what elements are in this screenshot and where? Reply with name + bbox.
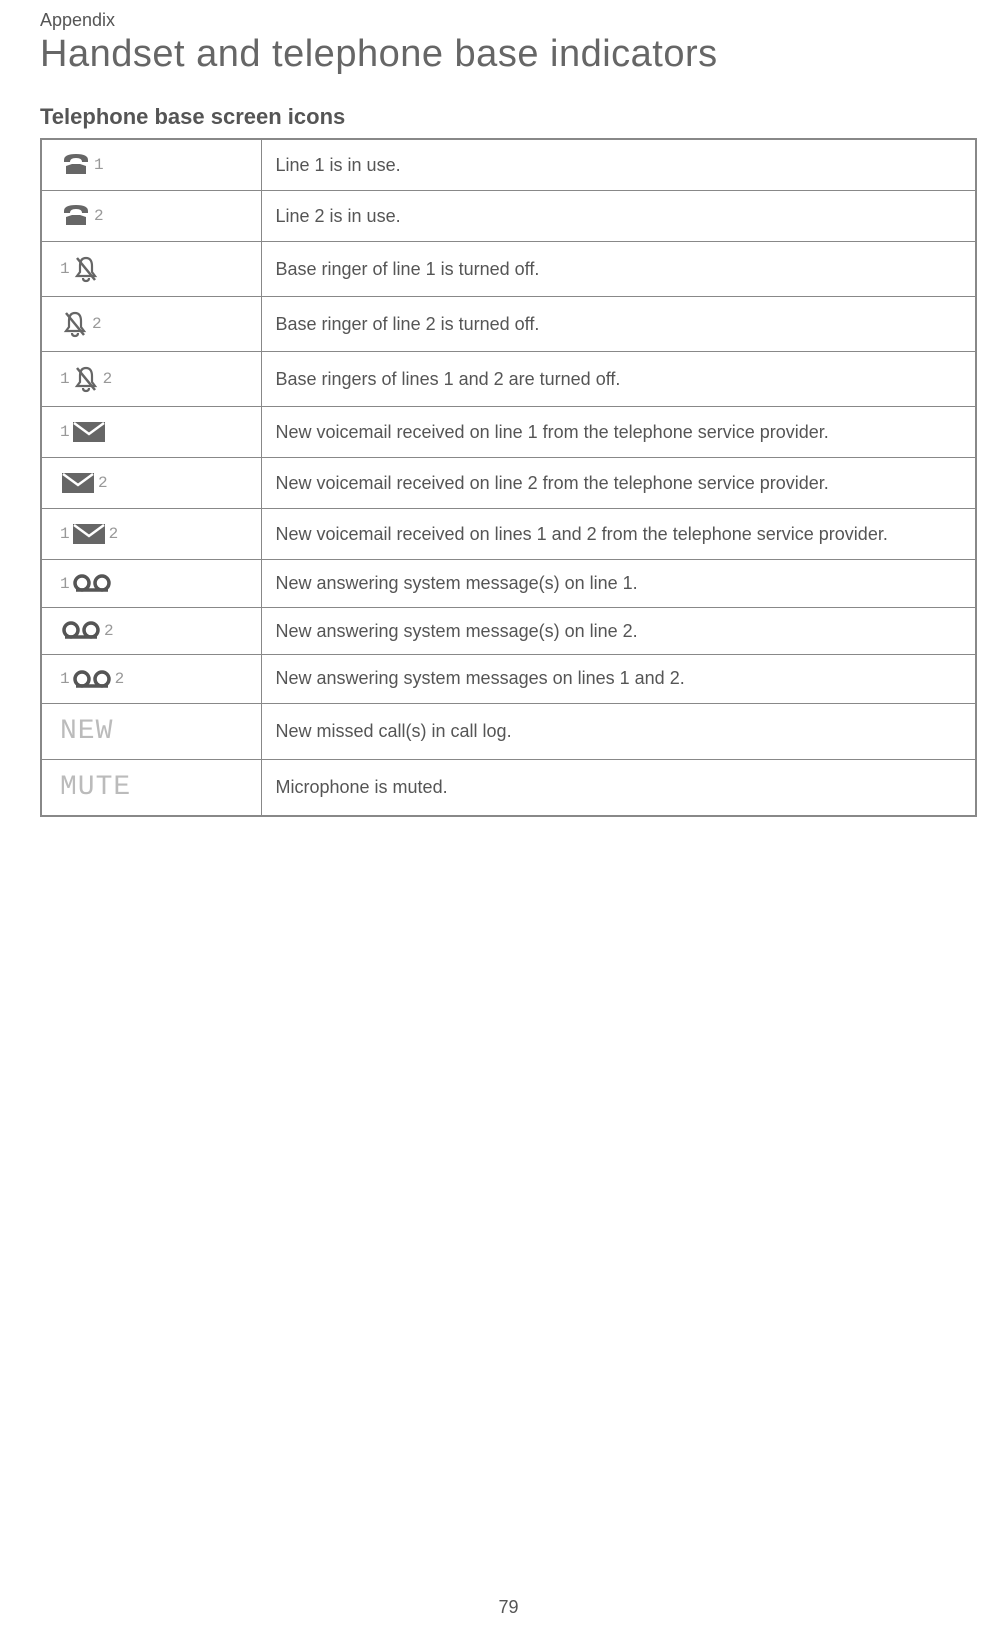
table-row: 1 Line 1 is in use.	[41, 139, 976, 191]
icon-cell: NEW	[41, 703, 261, 759]
page-number: 79	[40, 1597, 977, 1618]
icon-cell: 1 2	[41, 509, 261, 560]
icon-cell: 1 2	[41, 655, 261, 703]
icon-cell: 1	[41, 139, 261, 191]
description: New answering system message(s) on line …	[261, 560, 976, 608]
envelope-icon	[71, 521, 107, 547]
phone-icon	[60, 203, 92, 229]
subscript: 1	[60, 575, 69, 593]
subscript: 1	[60, 525, 69, 543]
description: New answering system message(s) on line …	[261, 608, 976, 655]
description: New answering system messages on lines 1…	[261, 655, 976, 703]
subscript: 1	[60, 423, 69, 441]
table-row: 2 Base ringer of line 2 is turned off.	[41, 297, 976, 352]
tape-icon	[71, 573, 113, 595]
icon-cell: 1	[41, 560, 261, 608]
icon-cell: 2	[41, 458, 261, 509]
lcd-text-mute: MUTE	[60, 772, 131, 803]
envelope-icon	[60, 470, 96, 496]
tape-icon	[60, 620, 102, 642]
description: New voicemail received on line 2 from th…	[261, 458, 976, 509]
icon-cell: 2	[41, 608, 261, 655]
description: New voicemail received on lines 1 and 2 …	[261, 509, 976, 560]
page-title: Handset and telephone base indicators	[40, 33, 977, 76]
tape-icon	[71, 668, 113, 690]
table-row: 1 2 Base ringers of lines 1 and 2 are tu…	[41, 352, 976, 407]
description: Line 2 is in use.	[261, 191, 976, 242]
envelope-icon	[71, 419, 107, 445]
table-row: 2 New answering system message(s) on lin…	[41, 608, 976, 655]
subscript: 2	[104, 622, 113, 640]
phone-icon	[60, 152, 92, 178]
subscript: 2	[103, 370, 112, 388]
table-row: 2 Line 2 is in use.	[41, 191, 976, 242]
table-row: 1 2 New voicemail received on lines 1 an…	[41, 509, 976, 560]
subsection-title: Telephone base screen icons	[40, 104, 977, 130]
subscript: 2	[94, 207, 103, 225]
icon-cell: MUTE	[41, 759, 261, 816]
description: Base ringer of line 2 is turned off.	[261, 297, 976, 352]
subscript: 2	[115, 670, 124, 688]
table-row: 1 New voicemail received on line 1 from …	[41, 407, 976, 458]
description: New missed call(s) in call log.	[261, 703, 976, 759]
description: New voicemail received on line 1 from th…	[261, 407, 976, 458]
description: Microphone is muted.	[261, 759, 976, 816]
subscript: 2	[109, 525, 118, 543]
icon-cell: 2	[41, 297, 261, 352]
icon-table: 1 Line 1 is in use. 2 Line 2 is in us	[40, 138, 977, 817]
description: Base ringer of line 1 is turned off.	[261, 242, 976, 297]
icon-cell: 2	[41, 191, 261, 242]
table-row: 1 2 New answering system messages on lin…	[41, 655, 976, 703]
table-row: MUTE Microphone is muted.	[41, 759, 976, 816]
table-row: NEW New missed call(s) in call log.	[41, 703, 976, 759]
subscript: 1	[60, 670, 69, 688]
subscript: 1	[60, 260, 69, 278]
icon-cell: 1	[41, 242, 261, 297]
table-row: 1 New answering system message(s) on lin…	[41, 560, 976, 608]
subscript: 2	[92, 315, 101, 333]
table-row: 2 New voicemail received on line 2 from …	[41, 458, 976, 509]
section-label: Appendix	[40, 10, 977, 31]
subscript: 1	[94, 156, 103, 174]
description: Base ringers of lines 1 and 2 are turned…	[261, 352, 976, 407]
subscript: 1	[60, 370, 69, 388]
bell-off-icon	[60, 309, 90, 339]
bell-off-icon	[71, 254, 101, 284]
description: Line 1 is in use.	[261, 139, 976, 191]
icon-cell: 1 2	[41, 352, 261, 407]
table-row: 1 Base ringer of line 1 is turned off.	[41, 242, 976, 297]
subscript: 2	[98, 474, 107, 492]
icon-cell: 1	[41, 407, 261, 458]
lcd-text-new: NEW	[60, 716, 113, 747]
bell-off-icon	[71, 364, 101, 394]
